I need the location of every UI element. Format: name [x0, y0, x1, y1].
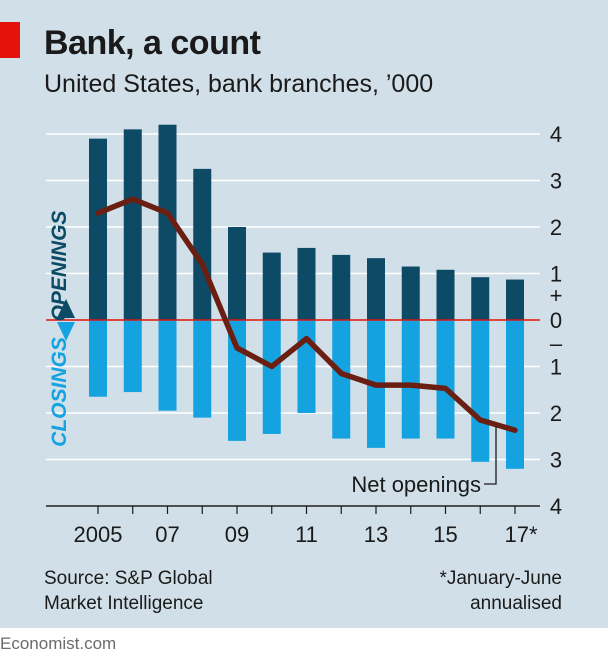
bar-openings [297, 247, 316, 320]
bar-closings [89, 320, 107, 397]
x-tick-label: 09 [225, 522, 249, 547]
footnote: *January-June annualised [439, 566, 562, 616]
y-tick-label: 2 [550, 401, 562, 426]
bar-openings [436, 269, 455, 320]
bar-openings [262, 252, 281, 320]
chart-title: Bank, a count [44, 24, 261, 62]
bar-closings [158, 320, 177, 411]
x-tick-label: 2005 [74, 522, 123, 547]
y-tick-label: 3 [550, 169, 562, 194]
x-tick-label: 17* [504, 522, 537, 547]
net-openings-line [95, 196, 518, 433]
y-tick-label: 4 [550, 122, 562, 147]
x-tick-label: 11 [295, 522, 318, 547]
chart-subtitle: United States, bank branches, ’000 [44, 70, 434, 98]
openings-label: OPENINGS [48, 211, 71, 322]
closings-arrow-icon [57, 322, 75, 341]
bar-closings [123, 320, 142, 393]
source-note: Source: S&P Global Market Intelligence [44, 566, 213, 616]
annotation-leader [484, 426, 497, 485]
bar-openings [367, 258, 385, 320]
net-openings-label: Net openings [351, 472, 481, 497]
bar-openings [401, 266, 420, 320]
bar-closings [401, 320, 420, 439]
bar-openings [332, 254, 351, 320]
openings-arrow-icon [57, 299, 75, 318]
bar-openings [193, 168, 212, 320]
bar-closings [297, 320, 316, 413]
net-openings-series [95, 196, 518, 433]
bar-openings [228, 227, 246, 320]
x-tick-label: 13 [364, 522, 388, 547]
y-plus-sign: + [550, 283, 563, 308]
brand-logo: Economist.com [0, 634, 117, 653]
bar-openings [123, 129, 142, 320]
y-tick-label: 1 [550, 262, 562, 287]
y-tick-label: 1 [550, 355, 562, 380]
bars [89, 124, 524, 469]
bar-closings [506, 320, 524, 469]
side-labels: OPENINGS CLOSINGS [48, 211, 75, 447]
bar-closings [193, 320, 212, 418]
chart-svg: 4 3 2 1 0 1 2 3 4 + – 2005 07 09 11 13 15 17* OPENINGS C… [46, 122, 563, 547]
footnote-line-2: annualised [470, 593, 562, 614]
source-line-2: Market Intelligence [44, 593, 204, 614]
bar-openings [158, 124, 177, 320]
red-tag [0, 22, 20, 58]
y-tick-label: 2 [550, 215, 562, 240]
bar-closings [436, 320, 455, 439]
bar-closings [262, 320, 281, 434]
y-minus-sign: – [550, 331, 563, 356]
x-axis: 2005 07 09 11 13 15 17* [46, 505, 540, 547]
bar-closings [471, 320, 490, 462]
bar-openings [506, 279, 524, 320]
net-openings-annotation: Net openings [351, 426, 497, 497]
y-tick-label: 0 [550, 308, 562, 333]
y-tick-label: 3 [550, 448, 562, 473]
x-tick-label: 07 [155, 522, 179, 547]
bar-openings [89, 138, 107, 320]
closings-label: CLOSINGS [48, 337, 71, 447]
bar-openings [471, 277, 490, 320]
y-axis-labels: 4 3 2 1 0 1 2 3 4 + – [550, 122, 563, 519]
footnote-line-1: *January-June [439, 568, 562, 589]
source-line-1: Source: S&P Global [44, 568, 213, 589]
y-tick-label: 4 [550, 494, 562, 519]
bar-closings [332, 320, 351, 439]
x-tick-label: 15 [433, 522, 457, 547]
